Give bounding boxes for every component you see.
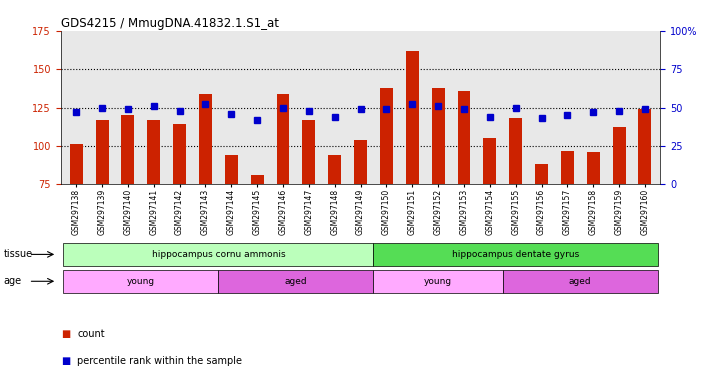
Text: hippocampus cornu ammonis: hippocampus cornu ammonis xyxy=(151,250,285,259)
Bar xyxy=(303,120,316,184)
Bar xyxy=(561,151,574,184)
Bar xyxy=(380,88,393,184)
Bar xyxy=(64,243,373,266)
Bar xyxy=(173,124,186,184)
Bar xyxy=(509,118,522,184)
Bar xyxy=(251,175,263,184)
Text: percentile rank within the sample: percentile rank within the sample xyxy=(77,356,242,366)
Bar xyxy=(373,270,503,293)
Bar xyxy=(276,94,289,184)
Text: ■: ■ xyxy=(61,356,70,366)
Bar xyxy=(218,270,373,293)
Bar xyxy=(406,51,418,184)
Bar xyxy=(613,127,625,184)
Text: tissue: tissue xyxy=(4,249,33,260)
Bar xyxy=(354,140,367,184)
Bar xyxy=(199,94,212,184)
Bar xyxy=(96,120,109,184)
Text: ■: ■ xyxy=(61,329,70,339)
Bar xyxy=(483,138,496,184)
Bar xyxy=(121,115,134,184)
Bar xyxy=(64,270,218,293)
Text: aged: aged xyxy=(569,277,592,286)
Bar xyxy=(432,88,445,184)
Text: aged: aged xyxy=(285,277,307,286)
Bar xyxy=(587,152,600,184)
Bar xyxy=(535,164,548,184)
Text: GDS4215 / MmugDNA.41832.1.S1_at: GDS4215 / MmugDNA.41832.1.S1_at xyxy=(61,17,278,30)
Bar xyxy=(328,155,341,184)
Text: young: young xyxy=(424,277,452,286)
Bar xyxy=(225,155,238,184)
Bar xyxy=(147,120,160,184)
Text: young: young xyxy=(127,277,155,286)
Text: hippocampus dentate gyrus: hippocampus dentate gyrus xyxy=(452,250,579,259)
Bar xyxy=(503,270,658,293)
Bar xyxy=(458,91,471,184)
Bar xyxy=(70,144,83,184)
Text: count: count xyxy=(77,329,105,339)
Bar xyxy=(638,109,651,184)
Bar xyxy=(373,243,658,266)
Text: age: age xyxy=(4,276,21,286)
